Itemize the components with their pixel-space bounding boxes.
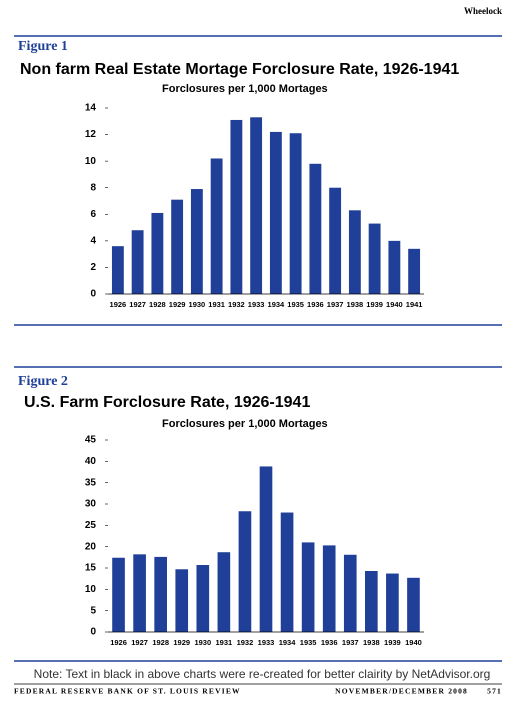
x-tick-label: 1934 xyxy=(279,638,297,647)
bar xyxy=(190,189,203,294)
x-tick-label: 1938 xyxy=(347,300,364,309)
bar xyxy=(259,466,273,632)
bar xyxy=(301,542,315,632)
x-tick-label: 1926 xyxy=(110,638,127,647)
bar xyxy=(269,131,282,294)
x-tick-label: 1939 xyxy=(366,300,383,309)
bar xyxy=(111,246,124,294)
bar xyxy=(309,163,322,294)
y-tick-label: 10 xyxy=(85,156,97,167)
x-tick-label: 1931 xyxy=(216,638,233,647)
page-number: 571 xyxy=(487,687,502,696)
bar xyxy=(250,117,263,294)
running-head: Wheelock xyxy=(464,6,502,16)
x-tick-label: 1929 xyxy=(169,300,186,309)
bar xyxy=(322,545,336,632)
bar xyxy=(112,557,125,632)
x-tick-label: 1935 xyxy=(287,300,304,309)
bar xyxy=(238,511,252,632)
y-tick-label: 20 xyxy=(85,541,97,552)
y-tick-label: 30 xyxy=(85,499,97,510)
x-tick-label: 1939 xyxy=(384,638,401,647)
x-tick-label: 1940 xyxy=(405,638,422,647)
x-tick-label: 1929 xyxy=(173,638,190,647)
x-tick-label: 1935 xyxy=(300,638,317,647)
chart-title: Non farm Real Estate Mortage Forclosure … xyxy=(20,61,459,78)
chart-title: U.S. Farm Forclosure Rate, 1926-1941 xyxy=(24,394,310,411)
x-tick-label: 1941 xyxy=(406,300,423,309)
bar xyxy=(230,119,243,294)
y-tick-label: 0 xyxy=(90,627,96,638)
chart-subtitle: Forclosures per 1,000 Mortages xyxy=(162,418,328,430)
bar xyxy=(289,133,302,294)
x-tick-label: 1937 xyxy=(342,638,359,647)
note: Note: Text in black in above charts were… xyxy=(34,667,491,681)
bar xyxy=(175,569,189,632)
x-tick-label: 1930 xyxy=(194,638,211,647)
x-tick-label: 1932 xyxy=(237,638,254,647)
bar xyxy=(343,554,357,632)
bar xyxy=(348,210,361,294)
x-tick-label: 1930 xyxy=(189,300,206,309)
y-tick-label: 2 xyxy=(90,262,96,273)
figure-label: Figure 1 xyxy=(18,39,68,54)
journal: FEDERAL RESERVE BANK OF ST. LOUIS REVIEW xyxy=(14,687,241,696)
bar xyxy=(408,248,421,294)
chart-subtitle: Forclosures per 1,000 Mortages xyxy=(162,83,328,95)
bar xyxy=(280,512,294,632)
y-tick-label: 15 xyxy=(85,563,97,574)
x-tick-label: 1928 xyxy=(149,300,166,309)
x-tick-label: 1937 xyxy=(327,300,344,309)
x-tick-label: 1932 xyxy=(228,300,245,309)
x-tick-label: 1926 xyxy=(110,300,127,309)
bar xyxy=(133,554,146,632)
x-tick-label: 1927 xyxy=(131,638,148,647)
y-tick-label: 10 xyxy=(85,584,97,595)
y-tick-label: 6 xyxy=(90,209,96,220)
bar xyxy=(388,240,401,294)
bar xyxy=(196,565,210,632)
y-tick-label: 4 xyxy=(90,235,96,246)
bar xyxy=(151,212,164,294)
x-tick-label: 1934 xyxy=(268,300,286,309)
bar xyxy=(407,577,420,632)
y-tick-label: 5 xyxy=(90,605,96,616)
x-tick-label: 1927 xyxy=(129,300,146,309)
bar xyxy=(171,199,184,294)
y-tick-label: 35 xyxy=(85,477,97,488)
y-tick-label: 25 xyxy=(85,520,97,531)
x-tick-label: 1928 xyxy=(152,638,169,647)
bar xyxy=(131,230,144,294)
bar xyxy=(386,573,399,632)
x-tick-label: 1931 xyxy=(208,300,225,309)
bar xyxy=(329,187,342,294)
y-tick-label: 45 xyxy=(85,435,97,446)
x-tick-label: 1936 xyxy=(307,300,324,309)
issue: NOVEMBER/DECEMBER 2008 xyxy=(335,687,468,696)
x-tick-label: 1938 xyxy=(363,638,380,647)
figure-label: Figure 2 xyxy=(18,374,68,389)
y-tick-label: 40 xyxy=(85,456,97,467)
bar xyxy=(368,223,381,294)
bar xyxy=(217,552,231,632)
y-tick-label: 8 xyxy=(90,182,96,193)
bar xyxy=(210,158,223,294)
x-tick-label: 1933 xyxy=(248,300,265,309)
y-tick-label: 14 xyxy=(85,103,97,114)
x-tick-label: 1936 xyxy=(321,638,338,647)
y-tick-label: 0 xyxy=(90,289,96,300)
x-tick-label: 1933 xyxy=(258,638,275,647)
y-tick-label: 12 xyxy=(85,129,97,140)
x-tick-label: 1940 xyxy=(386,300,403,309)
bar xyxy=(154,556,167,632)
bar xyxy=(365,570,378,632)
